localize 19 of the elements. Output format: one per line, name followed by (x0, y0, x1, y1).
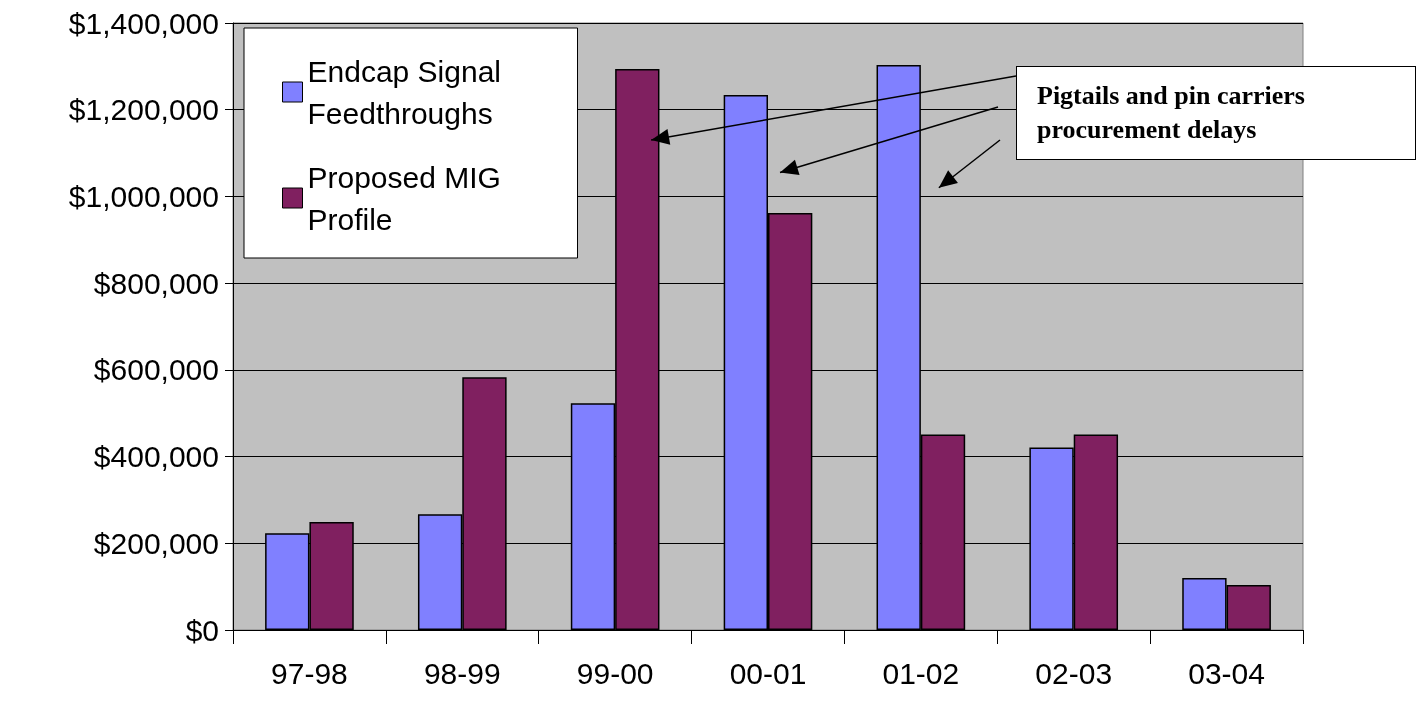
y-tick-label: $0 (185, 613, 219, 647)
x-tick-label: 02-03 (1035, 656, 1113, 690)
y-tick-label: $200,000 (93, 526, 219, 560)
y-tick-label: $800,000 (93, 266, 219, 300)
x-tick-label: 03-04 (1188, 656, 1265, 690)
legend-label: Endcap Signal Feedthroughs (307, 54, 510, 130)
x-tick-label: 99-00 (576, 656, 654, 690)
x-tick-label: 97-98 (271, 656, 348, 690)
y-tick-label: $600,000 (93, 353, 219, 387)
y-tick-label: $1,200,000 (68, 93, 219, 127)
x-tick-label: 01-02 (882, 656, 960, 690)
callout-box: Pigtails and pin carriers procurement delays (1016, 66, 1416, 160)
y-tick-label: $1,000,000 (68, 179, 219, 213)
x-tick-label: 98-99 (423, 656, 501, 690)
y-tick-label: $1,400,000 (68, 6, 219, 40)
annotation: Pigtails and pin carriers procurement delays (1037, 80, 1306, 146)
x-tick-label: 00-01 (729, 656, 807, 690)
y-tick-label: $400,000 (93, 440, 219, 474)
legend-label: Proposed MIG Profile (307, 160, 510, 236)
